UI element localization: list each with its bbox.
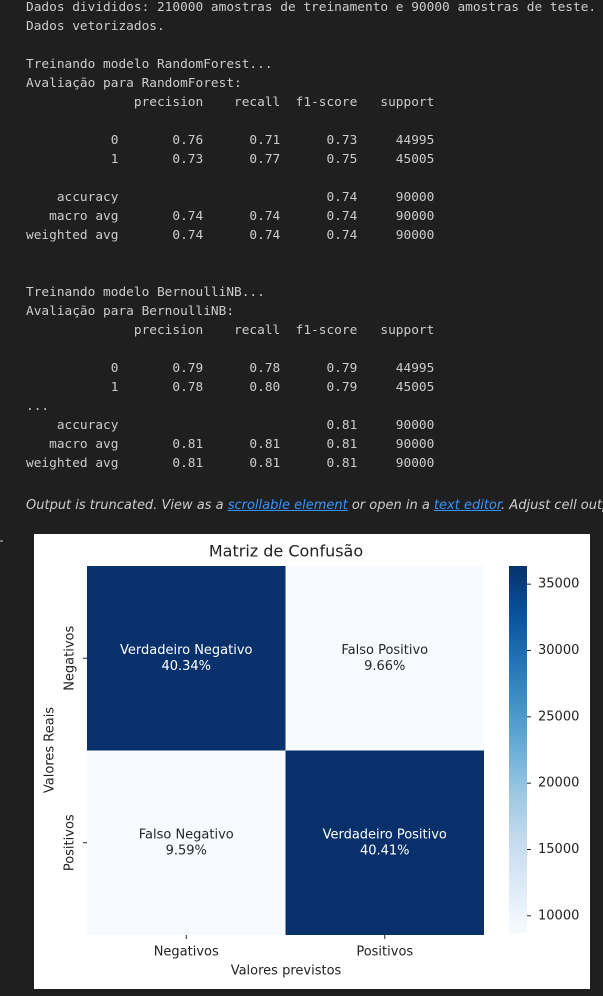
- output-line: accuracy 0.81 90000: [26, 418, 435, 433]
- output-line: weighted avg 0.81 0.81 0.81 90000: [26, 456, 435, 471]
- colorbar-tick-label: 20000: [538, 776, 579, 791]
- link[interactable]: text editor: [433, 498, 502, 513]
- x-tick-label: Positivos: [356, 945, 413, 960]
- heatmap-cell: [285, 750, 484, 935]
- output-line: 0 0.76 0.71 0.73 44995: [26, 133, 435, 148]
- output-line: 0 0.79 0.78 0.79 44995: [26, 361, 435, 376]
- output-line: Treinando modelo BernoulliNB...: [26, 285, 265, 300]
- x-tick-label: Negativos: [154, 945, 219, 960]
- cell-value-label: 9.66%: [364, 659, 405, 674]
- chart-title: Matriz de Confusão: [209, 542, 363, 561]
- output-line: Dados vetorizados.: [26, 19, 165, 34]
- link[interactable]: scrollable element: [227, 498, 348, 513]
- message-text: Output is truncated. View as a: [26, 498, 228, 513]
- heatmap-cell: [285, 566, 484, 751]
- colorbar-tick-label: 15000: [538, 842, 579, 857]
- message-text: . Adjust cell output: [501, 498, 603, 513]
- output-block: Treinando modelo RandomForest... Avaliaçã…: [26, 55, 596, 112]
- colorbar-tick-label: 25000: [538, 709, 579, 724]
- heatmap-cell: [87, 566, 286, 751]
- colorbar-tick-label: 30000: [538, 643, 579, 658]
- output-line: Avaliação para RandomForest:: [26, 76, 242, 91]
- cell-value-label: 40.34%: [161, 659, 211, 674]
- output-block: 0 0.76 0.71 0.73 44995 1 0.73 0.77 0.75 …: [26, 131, 596, 169]
- heatmap-cell: [87, 750, 286, 935]
- output-line: precision recall f1-score support: [26, 95, 435, 110]
- y-tick-label: Negativos: [63, 625, 78, 690]
- cell-value-label: 40.41%: [360, 843, 410, 858]
- output-line: 1 0.73 0.77 0.75 45005: [26, 152, 435, 167]
- cell-name: Falso Positivo: [341, 643, 428, 658]
- message-text: or open in a: [347, 498, 434, 513]
- output-block: Dados divididos: 210000 amostras de trei…: [26, 0, 596, 36]
- colorbar-tick-label: 10000: [538, 908, 579, 923]
- output-line: Treinando modelo RandomForest...: [26, 57, 273, 72]
- output-line: macro avg 0.74 0.74 0.74 90000: [26, 209, 435, 224]
- output-line: Dados divididos: 210000 amostras de trei…: [26, 0, 597, 15]
- x-axis-label: Valores previstos: [231, 964, 342, 979]
- cell-value-label: 9.59%: [166, 843, 207, 858]
- output-block: accuracy 0.74 90000 macro avg 0.74 0.74 …: [26, 188, 596, 245]
- output-line: macro avg 0.81 0.81 0.81 90000: [26, 437, 435, 452]
- output-line: 1 0.78 0.80 0.79 45005: [26, 380, 435, 395]
- colorbar: [509, 566, 527, 934]
- y-tick-label: Positivos: [63, 814, 78, 871]
- cell-name: Falso Negativo: [139, 827, 234, 842]
- y-axis-label: Valores Reais: [43, 707, 58, 793]
- output-block: 0 0.79 0.78 0.79 44995 1 0.78 0.80 0.79 …: [26, 359, 596, 473]
- cell-output: Dados divididos: 210000 amostras de trei…: [26, 0, 596, 473]
- colorbar-tick-label: 35000: [538, 577, 579, 592]
- output-line: accuracy 0.74 90000: [26, 190, 435, 205]
- output-line: ...: [26, 399, 50, 414]
- output-line: precision recall f1-score support: [26, 323, 435, 338]
- output-line: weighted avg 0.74 0.74 0.74 90000: [26, 228, 435, 243]
- cell-name: Verdadeiro Negativo: [120, 643, 253, 658]
- cell-name: Verdadeiro Positivo: [323, 827, 447, 842]
- output-line: Avaliação para BernoulliNB:: [26, 304, 235, 319]
- truncation-message: Output is truncated. View as a scrollabl…: [26, 498, 603, 513]
- output-block: Treinando modelo BernoulliNB... Avaliação…: [26, 283, 596, 340]
